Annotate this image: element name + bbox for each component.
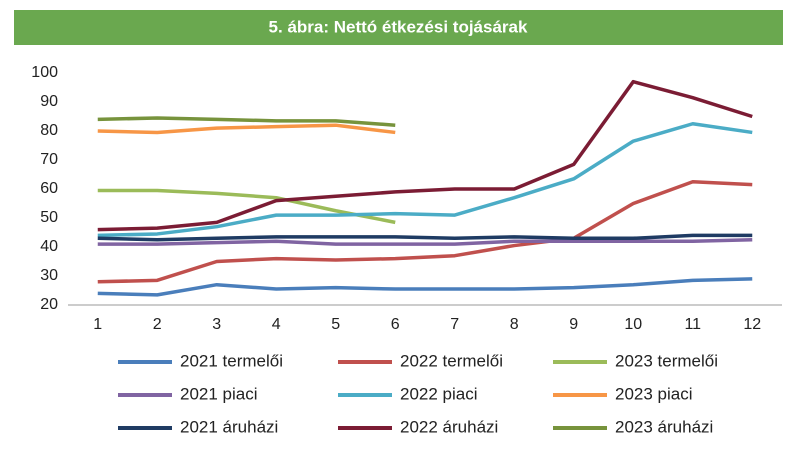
x-tick-label: 5 [331,316,340,333]
x-tick-label: 12 [743,316,761,333]
series-line [97,233,753,242]
legend-label: 2023 termelői [615,351,718,370]
legend-label: 2023 piaci [615,384,693,403]
legend-label: 2021 piaci [180,384,258,403]
y-tick-label: 20 [40,296,58,313]
y-tick-label: 100 [31,64,58,81]
chart-title: 5. ábra: Nettó étkezési tojásárak [269,17,528,36]
series-line [97,79,753,232]
legend-label: 2021 termelői [180,351,283,370]
y-tick-label: 50 [40,209,58,226]
y-tick-label: 80 [40,122,58,139]
y-tick-label: 60 [40,180,58,197]
x-tick-label: 11 [684,316,701,333]
x-tick-label: 7 [450,316,459,333]
x-tick-label: 8 [510,316,519,333]
y-tick-label: 70 [40,151,58,168]
legend-label: 2022 piaci [400,384,478,403]
legend-label: 2022 áruházi [400,417,498,436]
y-tick-label: 40 [40,238,58,255]
y-tick-label: 90 [40,93,58,110]
series-line [97,122,753,238]
series-line [97,180,753,284]
x-tick-label: 10 [624,316,642,333]
x-tick-label: 3 [212,316,221,333]
series-line [97,277,753,297]
legend-label: 2022 termelői [400,351,503,370]
x-tick-label: 2 [153,316,162,333]
x-tick-label: 6 [391,316,400,333]
x-tick-label: 4 [272,316,281,333]
x-tick-label: 1 [93,316,102,333]
series-line [97,188,396,225]
series-line [97,123,396,135]
title-banner [14,10,783,45]
legend-label: 2023 áruházi [615,417,713,436]
legend-label: 2021 áruházi [180,417,278,436]
series-line [97,116,396,127]
y-tick-label: 30 [40,267,58,284]
series-line [97,238,753,246]
x-tick-label: 9 [569,316,578,333]
